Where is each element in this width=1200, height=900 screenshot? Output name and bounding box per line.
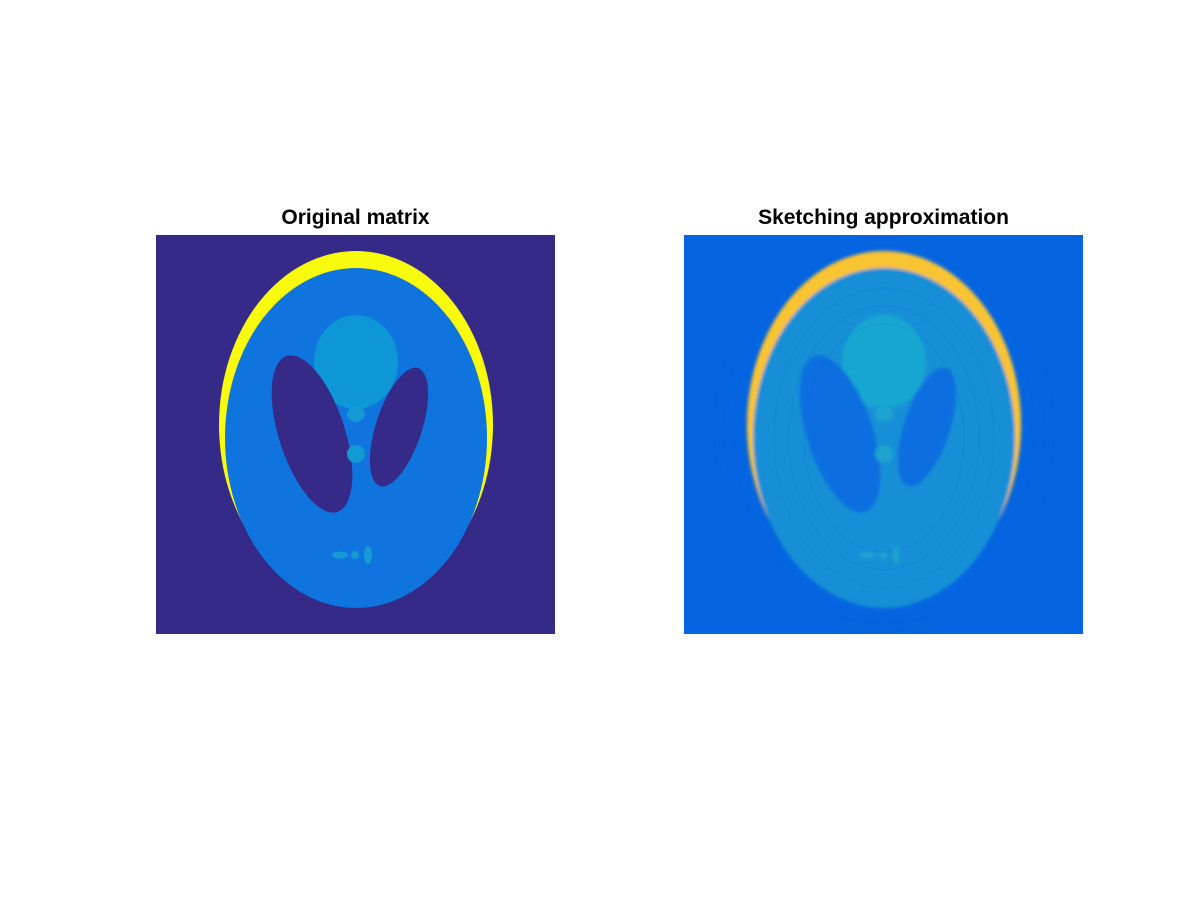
small-circle-upper xyxy=(347,406,365,422)
bottom-ellipse-left xyxy=(860,552,876,559)
sketching-approximation-image xyxy=(684,235,1083,634)
original-matrix-image xyxy=(156,235,555,634)
bottom-ellipse-right xyxy=(364,546,372,564)
sketching-approximation-title: Sketching approximation xyxy=(684,205,1083,231)
original-matrix-title: Original matrix xyxy=(156,205,555,231)
bottom-ellipse-left xyxy=(332,552,348,559)
small-circle-middle xyxy=(875,445,893,463)
small-circle-middle xyxy=(347,445,365,463)
bottom-ellipse-right xyxy=(892,546,900,564)
small-circle-upper xyxy=(875,406,893,422)
bottom-circle-center xyxy=(351,551,359,559)
